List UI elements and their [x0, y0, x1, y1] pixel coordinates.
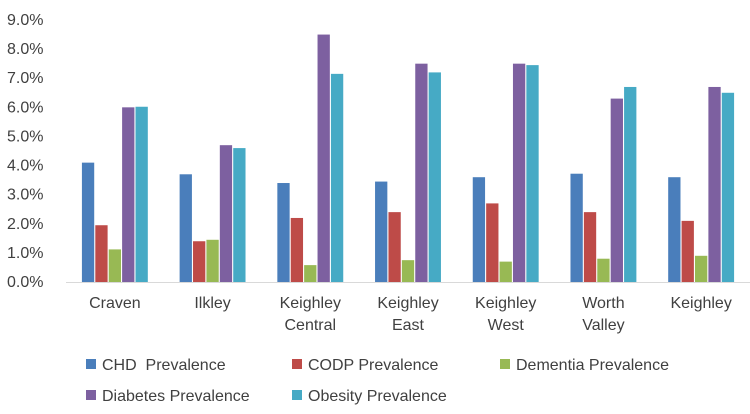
legend-label: Obesity Prevalence: [308, 388, 447, 405]
y-tick-label: 4.0%: [7, 158, 43, 175]
bar-chd-prevalence-3: [375, 181, 388, 282]
legend-swatch: [292, 390, 302, 400]
bar-diabetes-prevalence-5: [610, 98, 623, 282]
bar-chd-prevalence-2: [277, 183, 290, 282]
legend: CHD Prevalence CODP Prevalence Dementia Pr…: [86, 357, 669, 405]
y-tick-label: 8.0%: [7, 41, 43, 58]
bar-codp-prevalence-4: [486, 203, 499, 282]
y-tick-label: 7.0%: [7, 70, 43, 87]
bar-codp-prevalence-1: [193, 241, 206, 282]
bar-diabetes-prevalence-1: [219, 145, 233, 282]
x-tick-label: East: [392, 317, 425, 334]
y-axis: 0.0% 1.0% 2.0% 3.0% 4.0% 5.0% 6.0% 7.0% 8.0% 9.0%: [7, 12, 43, 291]
y-tick-label: 6.0%: [7, 99, 43, 116]
x-tick-label: Valley: [582, 317, 624, 334]
legend-label: CHD Prevalence: [102, 357, 226, 374]
x-tick-label: Keighley: [670, 295, 731, 312]
y-tick-label: 0.0%: [7, 274, 43, 291]
bar-codp-prevalence-5: [583, 212, 597, 282]
x-tick-label: Keighley: [280, 295, 341, 312]
bar-obesity-prevalence-4: [526, 65, 539, 283]
y-tick-label: 1.0%: [7, 245, 43, 262]
y-tick-label: 2.0%: [7, 216, 43, 233]
bar-codp-prevalence-0: [95, 225, 108, 282]
x-tick-label: Worth: [582, 295, 624, 312]
x-tick-label: Ilkley: [194, 295, 230, 312]
bar-obesity-prevalence-6: [721, 92, 735, 282]
bar-dementia-prevalence-6: [694, 255, 708, 282]
legend-swatch: [86, 390, 96, 400]
legend-label: CODP Prevalence: [308, 357, 439, 374]
x-tick-label: Keighley: [475, 295, 536, 312]
bar-dementia-prevalence-3: [401, 260, 415, 282]
bar-dementia-prevalence-1: [206, 239, 219, 282]
bar-diabetes-prevalence-4: [512, 63, 526, 282]
legend-swatch: [292, 359, 302, 369]
bar-obesity-prevalence-5: [624, 86, 637, 283]
x-tick-label: Craven: [89, 295, 141, 312]
bar-dementia-prevalence-2: [304, 265, 317, 282]
bar-obesity-prevalence-2: [330, 73, 344, 282]
y-tick-label: 9.0%: [7, 12, 43, 29]
bar-obesity-prevalence-0: [135, 106, 148, 282]
bar-diabetes-prevalence-6: [708, 86, 721, 283]
x-tick-label: West: [488, 317, 525, 334]
legend-swatch: [500, 359, 510, 369]
bar-obesity-prevalence-3: [428, 72, 441, 283]
bar-chd-prevalence-0: [81, 162, 95, 282]
legend-swatch: [86, 359, 96, 369]
bar-chd-prevalence-6: [668, 177, 681, 282]
y-tick-label: 3.0%: [7, 187, 43, 204]
x-tick-label: Keighley: [377, 295, 438, 312]
bar-chd-prevalence-5: [570, 173, 583, 282]
bar-codp-prevalence-6: [681, 220, 694, 282]
bar-dementia-prevalence-5: [597, 258, 610, 282]
y-tick-label: 5.0%: [7, 128, 43, 145]
bar-codp-prevalence-3: [388, 212, 401, 282]
bar-diabetes-prevalence-0: [122, 107, 135, 282]
bar-diabetes-prevalence-2: [317, 34, 330, 283]
bar-diabetes-prevalence-3: [415, 63, 428, 282]
bar-chd-prevalence-1: [179, 174, 192, 282]
bar-codp-prevalence-2: [290, 217, 304, 282]
legend-label: Diabetes Prevalence: [102, 388, 250, 405]
x-tick-label: Central: [284, 317, 336, 334]
legend-label: Dementia Prevalence: [516, 357, 669, 374]
bars-group: [81, 34, 735, 283]
bar-dementia-prevalence-0: [108, 249, 122, 282]
bar-obesity-prevalence-1: [233, 148, 246, 282]
x-axis: Craven Ilkley Keighley Central Keighley East K…: [66, 282, 750, 334]
bar-dementia-prevalence-4: [499, 261, 512, 282]
bar-chd-prevalence-4: [472, 177, 486, 282]
